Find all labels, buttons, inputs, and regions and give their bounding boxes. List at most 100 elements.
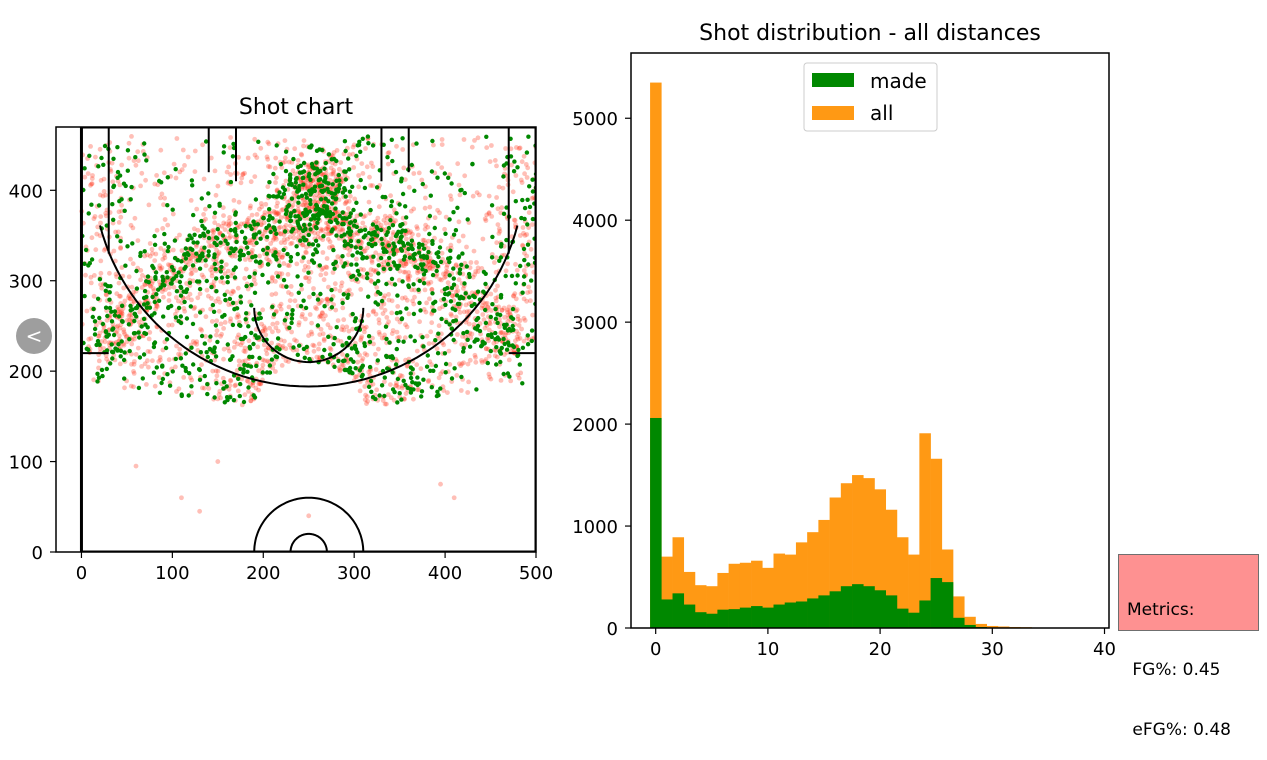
shot-point — [384, 315, 389, 320]
shot-point — [242, 253, 246, 257]
shot-point — [410, 163, 414, 167]
shot-point — [382, 267, 386, 271]
shot-point — [174, 357, 178, 361]
shot-point — [435, 176, 439, 180]
shot-point — [183, 265, 187, 269]
shot-point — [369, 390, 373, 394]
shot-point — [84, 248, 88, 252]
shot-point — [155, 228, 160, 233]
shot-point — [153, 340, 157, 344]
shot-point — [430, 291, 434, 295]
shot-point — [239, 180, 244, 185]
shot-point — [366, 141, 370, 145]
shot-point — [303, 356, 307, 360]
shot-point — [187, 233, 191, 237]
shot-point — [99, 178, 104, 183]
shot-point — [322, 179, 326, 183]
shot-point — [448, 256, 452, 260]
shot-point — [493, 296, 498, 301]
shot-point — [390, 199, 394, 203]
shot-point — [196, 228, 201, 233]
shot-point — [128, 257, 133, 262]
shot-point — [428, 369, 432, 373]
shot-point — [368, 208, 372, 212]
shot-point — [238, 394, 242, 398]
shot-point — [537, 146, 541, 150]
shot-point — [355, 225, 359, 229]
shot-y-tick-label: 200 — [9, 362, 43, 383]
shot-point — [223, 400, 227, 404]
shot-y-tick-label: 100 — [9, 453, 43, 474]
shot-point — [351, 360, 355, 364]
shot-point — [473, 295, 477, 299]
previous-button[interactable]: < — [16, 318, 52, 354]
shot-point — [388, 193, 393, 198]
shot-point — [421, 378, 425, 382]
shot-point — [538, 169, 542, 173]
shot-point — [390, 159, 394, 163]
shot-point — [537, 173, 541, 177]
shot-point — [165, 337, 169, 341]
shot-point — [388, 382, 393, 387]
shot-point — [186, 238, 190, 242]
shot-point — [180, 392, 184, 396]
shot-point — [483, 282, 487, 286]
shot-point — [142, 141, 146, 145]
shot-point — [544, 296, 549, 301]
shot-point — [359, 212, 363, 216]
shot-point — [310, 343, 315, 348]
shot-point — [224, 222, 229, 227]
shot-point — [379, 228, 383, 232]
shot-point — [292, 146, 297, 151]
shot-point — [384, 250, 388, 254]
shot-point — [404, 306, 408, 310]
shot-point — [322, 277, 327, 282]
hist-y-tick-label: 4000 — [572, 211, 618, 232]
shot-point — [487, 211, 492, 216]
shot-point — [457, 219, 462, 224]
shot-point — [206, 230, 210, 234]
shot-point — [407, 285, 411, 289]
shot-point — [448, 273, 452, 277]
shot-point — [226, 280, 230, 284]
shot-point — [297, 344, 301, 348]
shot-point — [306, 513, 311, 518]
shot-point — [277, 264, 281, 268]
shot-point — [425, 225, 430, 230]
shot-point — [371, 231, 375, 235]
shot-point — [223, 239, 227, 243]
shot-y-tick-label: 400 — [9, 181, 43, 202]
shot-point — [279, 284, 284, 289]
shot-point — [429, 362, 434, 367]
shot-point — [552, 170, 556, 174]
shot-point — [545, 239, 550, 244]
shot-point — [466, 380, 471, 385]
histogram-title: Shot distribution - all distances — [699, 21, 1041, 46]
shot-point — [284, 285, 288, 289]
shot-point — [217, 392, 222, 397]
shot-point — [389, 204, 393, 208]
shot-point — [221, 213, 226, 218]
shot-point — [229, 180, 233, 184]
shot-point — [187, 371, 191, 375]
shot-point — [207, 244, 212, 249]
shot-point — [542, 311, 546, 315]
shot-point — [374, 225, 378, 229]
shot-point — [234, 221, 238, 225]
shot-point — [447, 217, 451, 221]
shot-point — [226, 269, 231, 274]
shot-point — [98, 147, 103, 152]
shot-point — [470, 332, 475, 337]
shot-point — [490, 203, 494, 207]
shot-point — [429, 280, 434, 285]
shot-point — [546, 215, 551, 220]
shot-point — [545, 312, 549, 316]
shot-point — [228, 251, 232, 255]
shot-point — [346, 252, 351, 257]
shot-point — [211, 303, 215, 307]
shot-point — [319, 189, 323, 193]
shot-point — [243, 346, 248, 351]
shot-point — [158, 148, 163, 153]
shot-point — [292, 337, 297, 342]
